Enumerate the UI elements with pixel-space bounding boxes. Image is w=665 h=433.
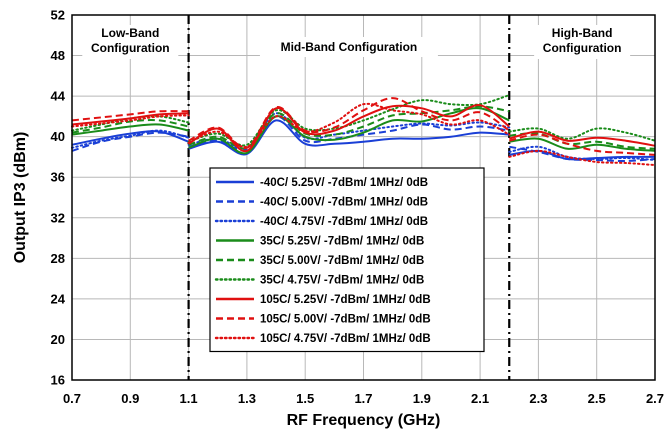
series-line — [71, 123, 189, 136]
x-tick-labels: 0.7 0.9 1.1 1.3 1.5 1.7 1.9 2.1 2.3 2.5 2.7 — [63, 391, 664, 406]
legend-entry: -40C/ 5.25V/ -7dBm/ 1MHz/ 0dB — [260, 177, 428, 189]
y-tick-label: 52 — [51, 8, 65, 23]
legend: -40C/ 5.25V/ -7dBm/ 1MHz/ 0dB -40C/ 5.00V… — [209, 167, 485, 353]
legend-entry: 35C/ 5.00V/ -7dBm/ 1MHz/ 0dB — [260, 255, 424, 267]
plot-frame — [71, 14, 656, 381]
x-tick-label: 1.3 — [238, 391, 256, 406]
y-tick-labels: 16 20 24 28 32 36 40 44 48 52 — [51, 8, 66, 388]
series-lines — [71, 94, 656, 167]
x-tick-label: 1.9 — [413, 391, 431, 406]
region-label-bg — [534, 25, 631, 59]
y-tick-label: 24 — [51, 291, 66, 306]
region-label-bg — [259, 37, 438, 57]
y-tick-label: 40 — [51, 129, 65, 144]
y-tick-label: 20 — [51, 332, 65, 347]
x-tick-label: 0.7 — [63, 391, 81, 406]
region-label: Configuration — [91, 41, 170, 55]
series-line — [509, 130, 656, 147]
region-label-bg — [82, 25, 179, 59]
series-line — [508, 127, 656, 142]
legend-entry: 35C/ 4.75V/ -7dBm/ 1MHz/ 0dB — [260, 275, 424, 287]
region-label: Configuration — [543, 41, 622, 55]
legend-entry: 105C/ 4.75V/ -7dBm/ 1MHz/ 0dB — [260, 333, 431, 345]
legend-entry: -40C/ 5.00V/ -7dBm/ 1MHz/ 0dB — [260, 197, 428, 209]
y-tick-label: 36 — [51, 170, 65, 185]
x-tick-label: 1.1 — [180, 391, 198, 406]
y-tick-label: 16 — [51, 373, 65, 388]
series-line — [509, 133, 656, 156]
region-label: High-Band — [552, 26, 613, 40]
x-tick-label: 1.7 — [354, 391, 372, 406]
legend-entry: 105C/ 5.00V/ -7dBm/ 1MHz/ 0dB — [260, 314, 431, 326]
x-tick-label: 1.5 — [296, 391, 314, 406]
x-tick-label: 2.1 — [471, 391, 489, 406]
y-tick-label: 48 — [51, 48, 65, 63]
x-tick-label: 0.9 — [121, 391, 139, 406]
series-line — [71, 114, 190, 128]
y-axis-title: Output IP3 (dBm) — [12, 132, 29, 264]
y-tick-label: 44 — [51, 89, 66, 104]
series-line — [509, 132, 656, 150]
series-line — [187, 102, 511, 148]
series-line — [188, 107, 510, 155]
region-label: Low-Band — [101, 26, 159, 40]
series-line — [509, 137, 656, 152]
x-axis-title: RF Frequency (GHz) — [287, 412, 441, 429]
series-line — [71, 119, 189, 134]
series-line — [71, 129, 190, 149]
x-tick-label: 2.3 — [529, 391, 547, 406]
series-line — [188, 104, 510, 152]
legend-entry: -40C/ 4.75V/ -7dBm/ 1MHz/ 0dB — [260, 216, 428, 228]
series-line — [71, 110, 189, 122]
x-tick-label: 2.7 — [646, 391, 664, 406]
x-tick-label: 2.5 — [588, 391, 606, 406]
y-tick-label: 28 — [51, 251, 65, 266]
legend-entry: 35C/ 5.25V/ -7dBm/ 1MHz/ 0dB — [260, 236, 424, 248]
series-line — [508, 145, 656, 161]
region-label: Mid-Band Configuration — [281, 40, 418, 54]
band-dividers — [187, 15, 511, 380]
legend-entry: 105C/ 5.25V/ -7dBm/ 1MHz/ 0dB — [260, 294, 431, 306]
y-tick-label: 32 — [51, 210, 65, 225]
series-line — [508, 149, 656, 167]
legend-box — [209, 167, 485, 353]
series-line — [187, 94, 511, 147]
series-line — [71, 112, 189, 126]
